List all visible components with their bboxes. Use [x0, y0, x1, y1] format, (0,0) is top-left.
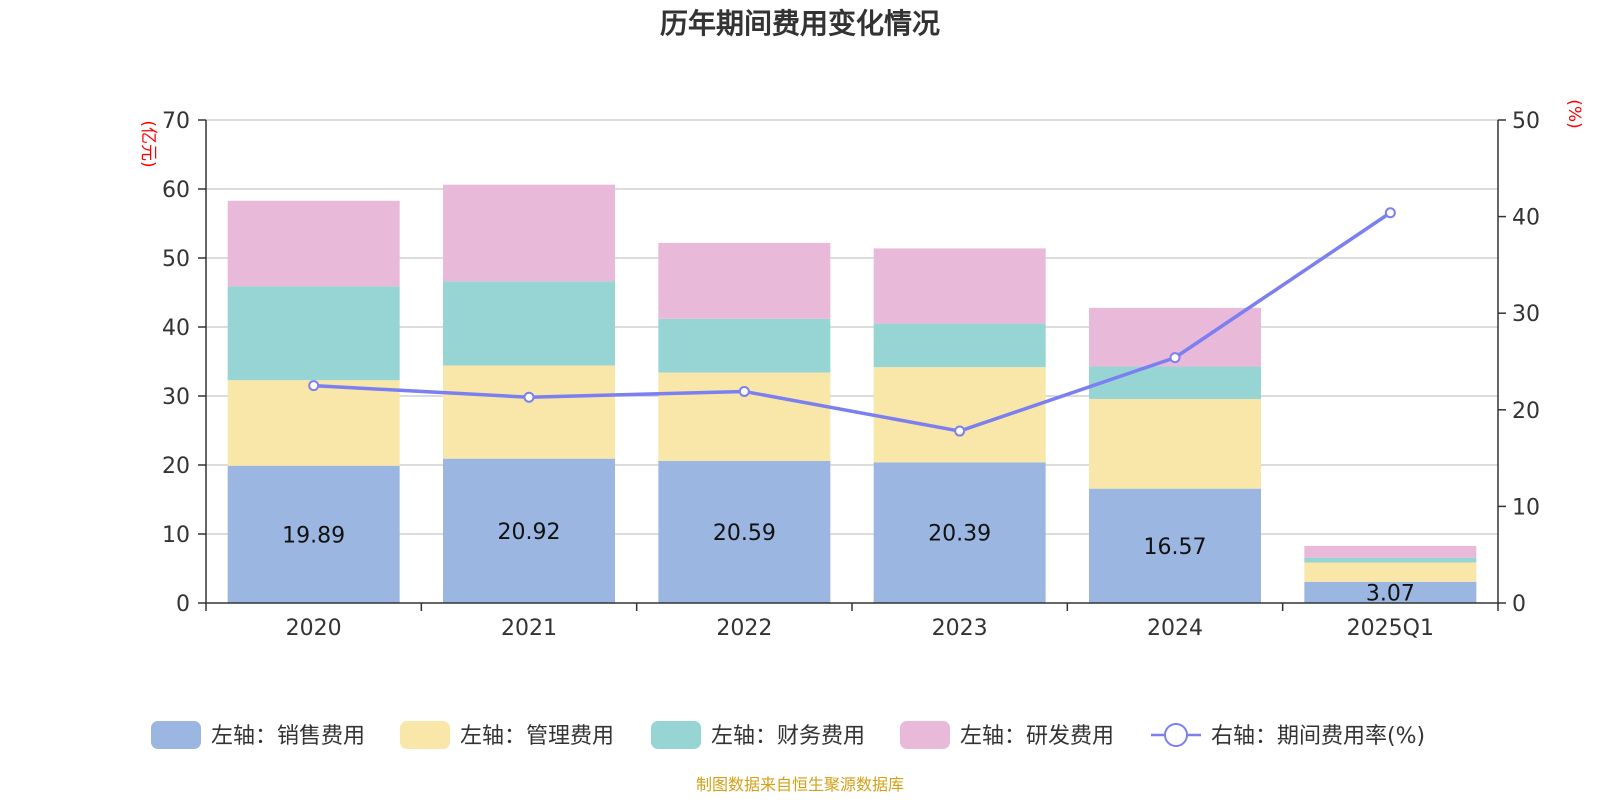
bar-value-label: 20.39 — [928, 522, 991, 547]
legend-swatch — [400, 721, 450, 749]
left-axis-tick-label: 60 — [162, 178, 190, 203]
left-axis-unit: (亿元) — [138, 120, 158, 167]
left-axis-tick-label: 70 — [162, 109, 190, 134]
bar-value-label: 3.07 — [1366, 581, 1415, 606]
bar-segment-3 — [658, 318, 831, 373]
legend-label: 左轴：管理费用 — [460, 724, 614, 749]
x-axis-tick-label: 2025Q1 — [1347, 616, 1434, 641]
left-axis-tick-label: 0 — [176, 592, 190, 617]
bar-segment-3 — [227, 286, 400, 381]
bar-segment-3 — [1089, 366, 1261, 399]
left-axis-tick-label: 30 — [162, 385, 190, 410]
x-axis-tick-label: 2020 — [286, 616, 342, 641]
bar-segment-2 — [227, 380, 400, 466]
legend-label: 左轴：财务费用 — [711, 724, 865, 749]
bar-segment-1 — [1089, 488, 1261, 603]
bar-segment-2 — [873, 367, 1046, 463]
bar-segment-4 — [227, 200, 400, 287]
legend: 左轴：销售费用 左轴：管理费用 左轴：财务费用 左轴：研发费用 右轴：期间费用率(%) — [151, 721, 1425, 749]
axes: 0 10 20 30 40 50 60 70 0 10 20 30 40 50 2020 2021 2022 20… — [162, 109, 1540, 641]
left-axis-tick-label: 40 — [162, 316, 190, 341]
bar-segment-3 — [443, 281, 615, 366]
bar-segment-1 — [443, 458, 615, 603]
x-axis-tick-label: 2022 — [716, 616, 772, 641]
bar-segment-2 — [1304, 562, 1477, 582]
bar-value-label: 16.57 — [1144, 535, 1207, 560]
legend-swatch — [151, 721, 201, 749]
left-axis-tick-label: 20 — [162, 454, 190, 479]
rate-point — [738, 385, 750, 397]
bar-value-label: 20.59 — [713, 521, 776, 546]
bar-segment-1 — [227, 465, 400, 603]
grid-lines — [206, 119, 1498, 535]
bar-segment-1 — [1304, 581, 1477, 603]
rate-line-path — [313, 211, 1392, 433]
bars — [227, 184, 1477, 603]
bar-segment-4 — [873, 248, 1046, 324]
legend-marker — [1164, 723, 1188, 747]
bar-segment-2 — [443, 365, 615, 459]
right-axis-tick-label: 10 — [1512, 495, 1540, 520]
legend-label: 左轴：研发费用 — [960, 724, 1114, 749]
bar-segment-4 — [1304, 545, 1477, 558]
rate-point — [523, 391, 535, 403]
rate-point — [308, 380, 320, 392]
bar-labels: 19.89 20.92 20.59 20.39 16.57 3.07 — [282, 520, 1415, 607]
right-axis-tick-label: 50 — [1512, 109, 1540, 134]
legend-label: 右轴：期间费用率(%) — [1211, 724, 1425, 749]
rate-point — [954, 425, 966, 437]
bar-segment-1 — [873, 462, 1046, 603]
right-axis-unit: (%) — [1564, 99, 1584, 128]
bar-segment-4 — [658, 242, 831, 319]
rate-point — [1384, 207, 1396, 219]
chart-title: 历年期间费用变化情况 — [660, 7, 940, 40]
right-axis-tick-label: 20 — [1512, 399, 1540, 424]
bar-segment-3 — [873, 323, 1046, 368]
bar-value-label: 19.89 — [282, 523, 345, 548]
x-axis-tick-label: 2021 — [501, 616, 557, 641]
x-axis-tick-label: 2023 — [932, 616, 988, 641]
rate-line — [308, 207, 1396, 437]
legend-swatch — [900, 721, 950, 749]
left-axis-tick-label: 10 — [162, 523, 190, 548]
rate-point — [1169, 352, 1181, 364]
source-note: 制图数据来自恒生聚源数据库 — [696, 775, 904, 794]
right-axis-tick-label: 40 — [1512, 206, 1540, 231]
x-axis-tick-label: 2024 — [1147, 616, 1203, 641]
bar-segment-1 — [658, 460, 831, 603]
right-axis-tick-label: 30 — [1512, 302, 1540, 327]
legend-swatch — [651, 721, 701, 749]
bar-segment-2 — [1089, 398, 1261, 489]
bar-segment-2 — [658, 372, 831, 461]
right-axis-tick-label: 0 — [1512, 592, 1526, 617]
bar-value-label: 20.92 — [498, 520, 561, 545]
left-axis-tick-label: 50 — [162, 247, 190, 272]
bar-segment-3 — [1304, 557, 1477, 563]
bar-segment-4 — [443, 184, 615, 282]
legend-label: 左轴：销售费用 — [211, 724, 365, 749]
